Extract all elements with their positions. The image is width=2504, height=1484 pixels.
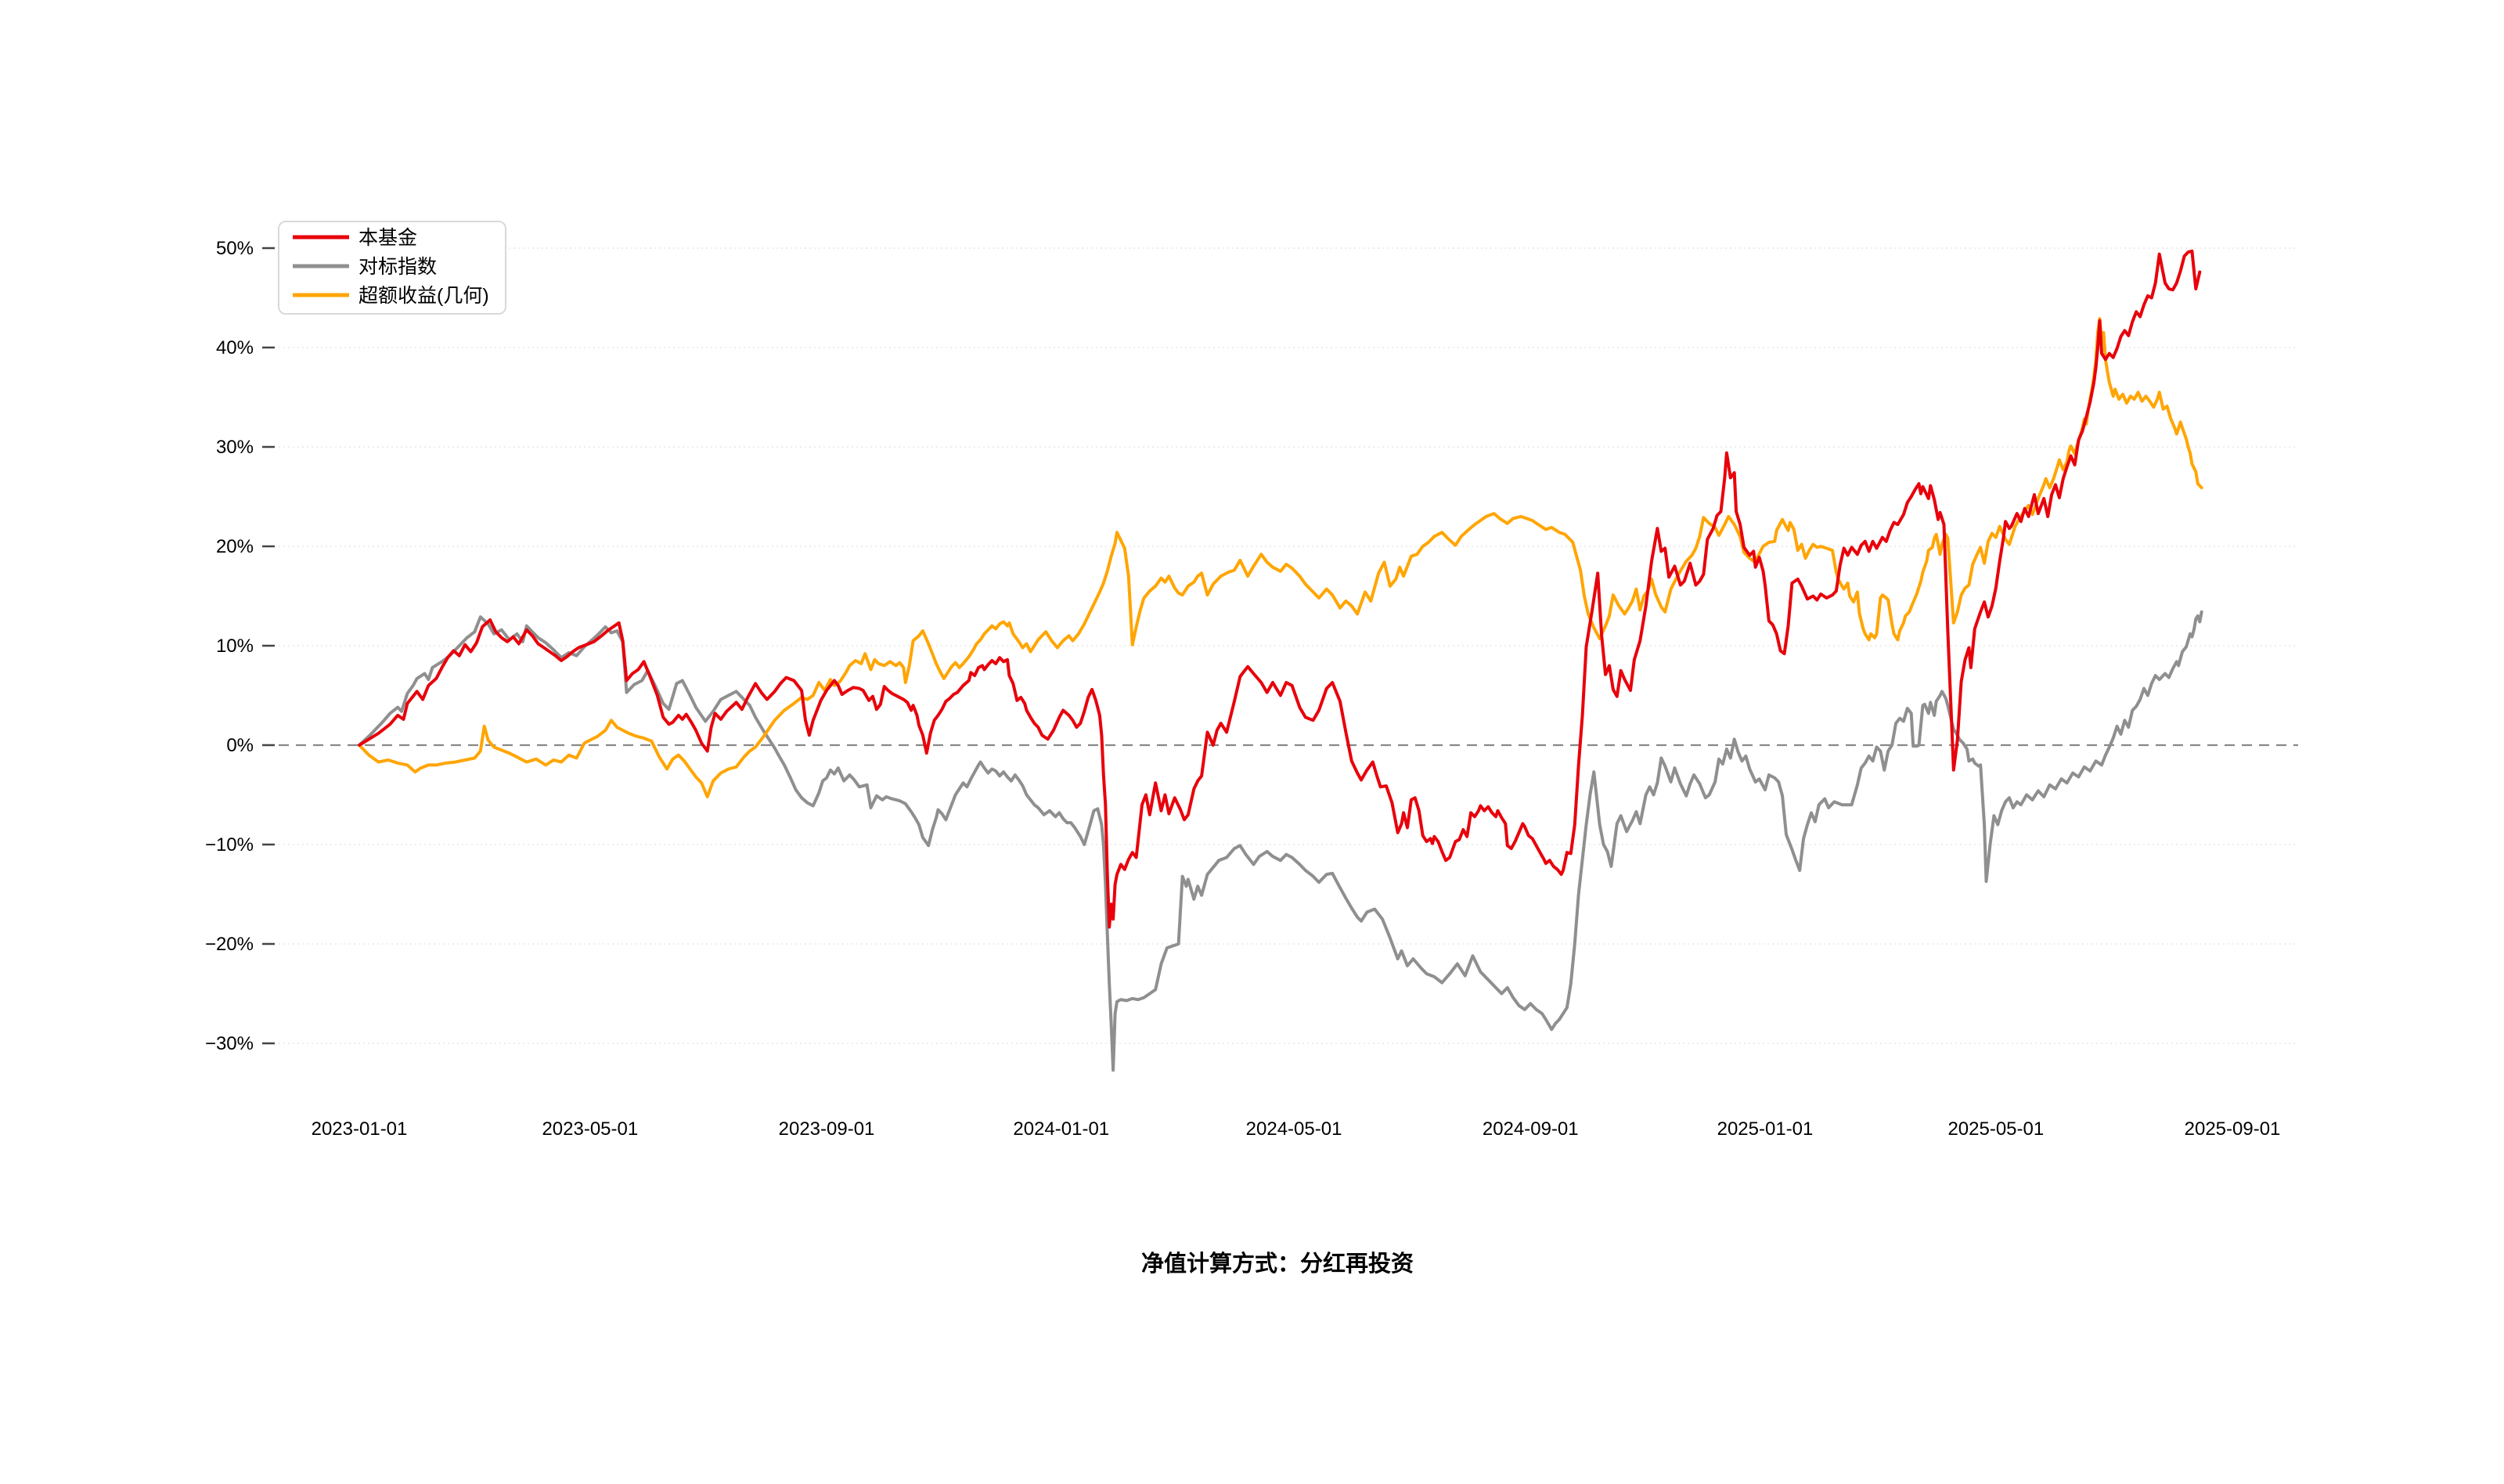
legend-box xyxy=(278,221,506,315)
x-axis-labels: 2023-01-01 2023-05-01 2023-09-01 2024-01-01… xyxy=(312,1118,2281,1140)
series-lines xyxy=(358,249,2203,1072)
x-tick-label: 2024-05-01 xyxy=(1246,1118,1342,1140)
y-tick-label: −10% xyxy=(205,834,254,855)
y-tick-label: −30% xyxy=(205,1033,254,1054)
x-tick-label: 2023-05-01 xyxy=(542,1118,638,1140)
y-tick-label: 40% xyxy=(216,337,254,358)
y-axis-labels: 50% 40% 30% 20% 10% 0% −10% −20% −30% xyxy=(205,238,254,1054)
x-tick-label: 2025-05-01 xyxy=(1947,1118,2044,1140)
x-tick-label: 2023-09-01 xyxy=(779,1118,875,1140)
gridlines xyxy=(279,247,2298,1044)
y-tick-label: 10% xyxy=(216,636,254,657)
x-tick-label: 2024-01-01 xyxy=(1013,1118,1109,1140)
legend-label-excess: 超额收益(几何) xyxy=(358,285,489,307)
x-tick-label: 2023-01-01 xyxy=(312,1118,408,1140)
series-line-fund xyxy=(358,249,2202,929)
legend-label-fund: 本基金 xyxy=(358,227,417,249)
y-tick-label: 30% xyxy=(216,437,254,458)
x-tick-label: 2024-09-01 xyxy=(1483,1118,1579,1140)
series-line-excess xyxy=(358,317,2203,798)
y-axis-ticks xyxy=(262,247,275,1045)
series-line-benchmark xyxy=(358,610,2203,1072)
x-tick-label: 2025-09-01 xyxy=(2185,1118,2281,1140)
chart-footnote: 净值计算方式：分红再投资 xyxy=(1141,1250,1414,1277)
x-tick-label: 2025-01-01 xyxy=(1717,1118,1814,1140)
y-tick-label: −20% xyxy=(205,934,254,955)
legend-label-benchmark: 对标指数 xyxy=(358,256,437,278)
y-tick-label: 0% xyxy=(226,735,254,756)
y-tick-label: 50% xyxy=(216,238,254,259)
y-tick-label: 20% xyxy=(216,536,254,557)
